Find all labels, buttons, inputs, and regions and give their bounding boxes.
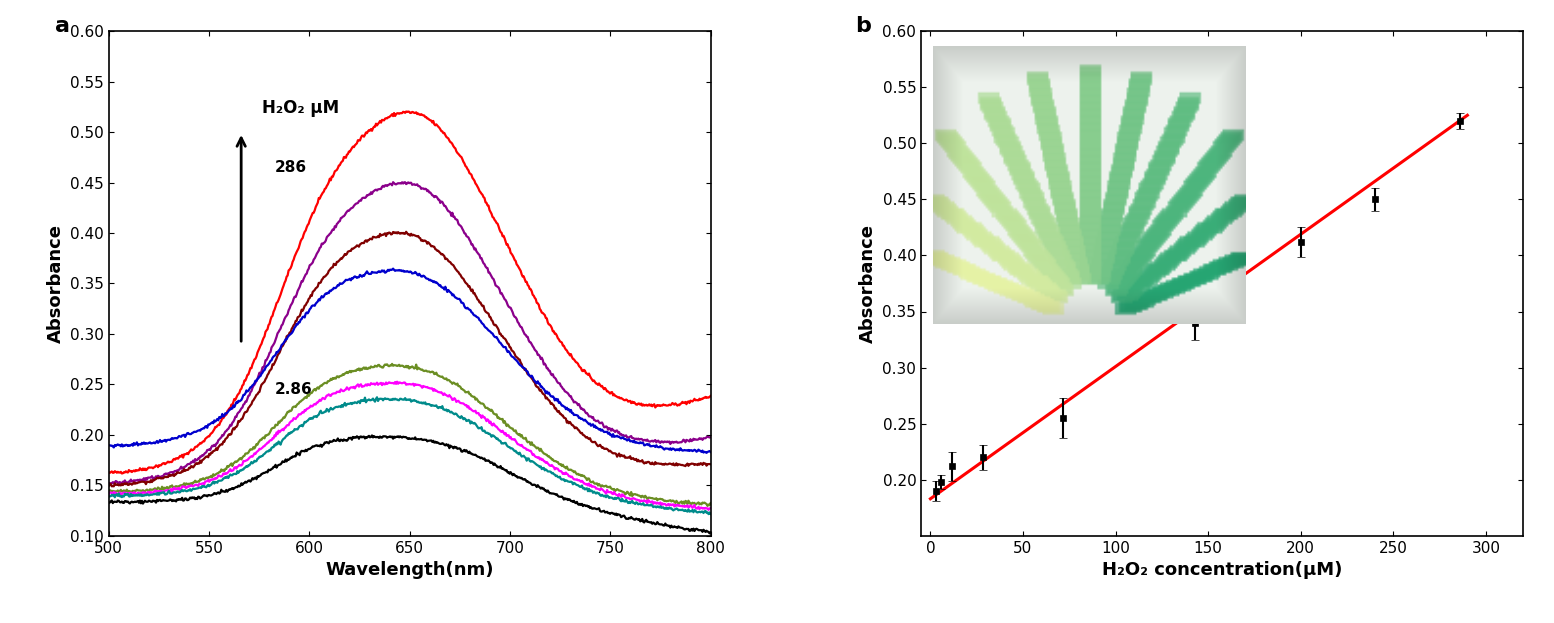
Text: a: a: [54, 16, 70, 36]
X-axis label: Wavelength(nm): Wavelength(nm): [325, 561, 494, 579]
Text: b: b: [855, 16, 870, 36]
Text: 2.86: 2.86: [274, 383, 312, 397]
Text: H₂O₂ μM: H₂O₂ μM: [263, 99, 339, 117]
X-axis label: H₂O₂ concentration(μM): H₂O₂ concentration(μM): [1102, 561, 1343, 579]
Y-axis label: Absorbance: Absorbance: [859, 224, 876, 343]
Y-axis label: Absorbance: Absorbance: [47, 224, 64, 343]
Text: 286: 286: [274, 161, 306, 176]
